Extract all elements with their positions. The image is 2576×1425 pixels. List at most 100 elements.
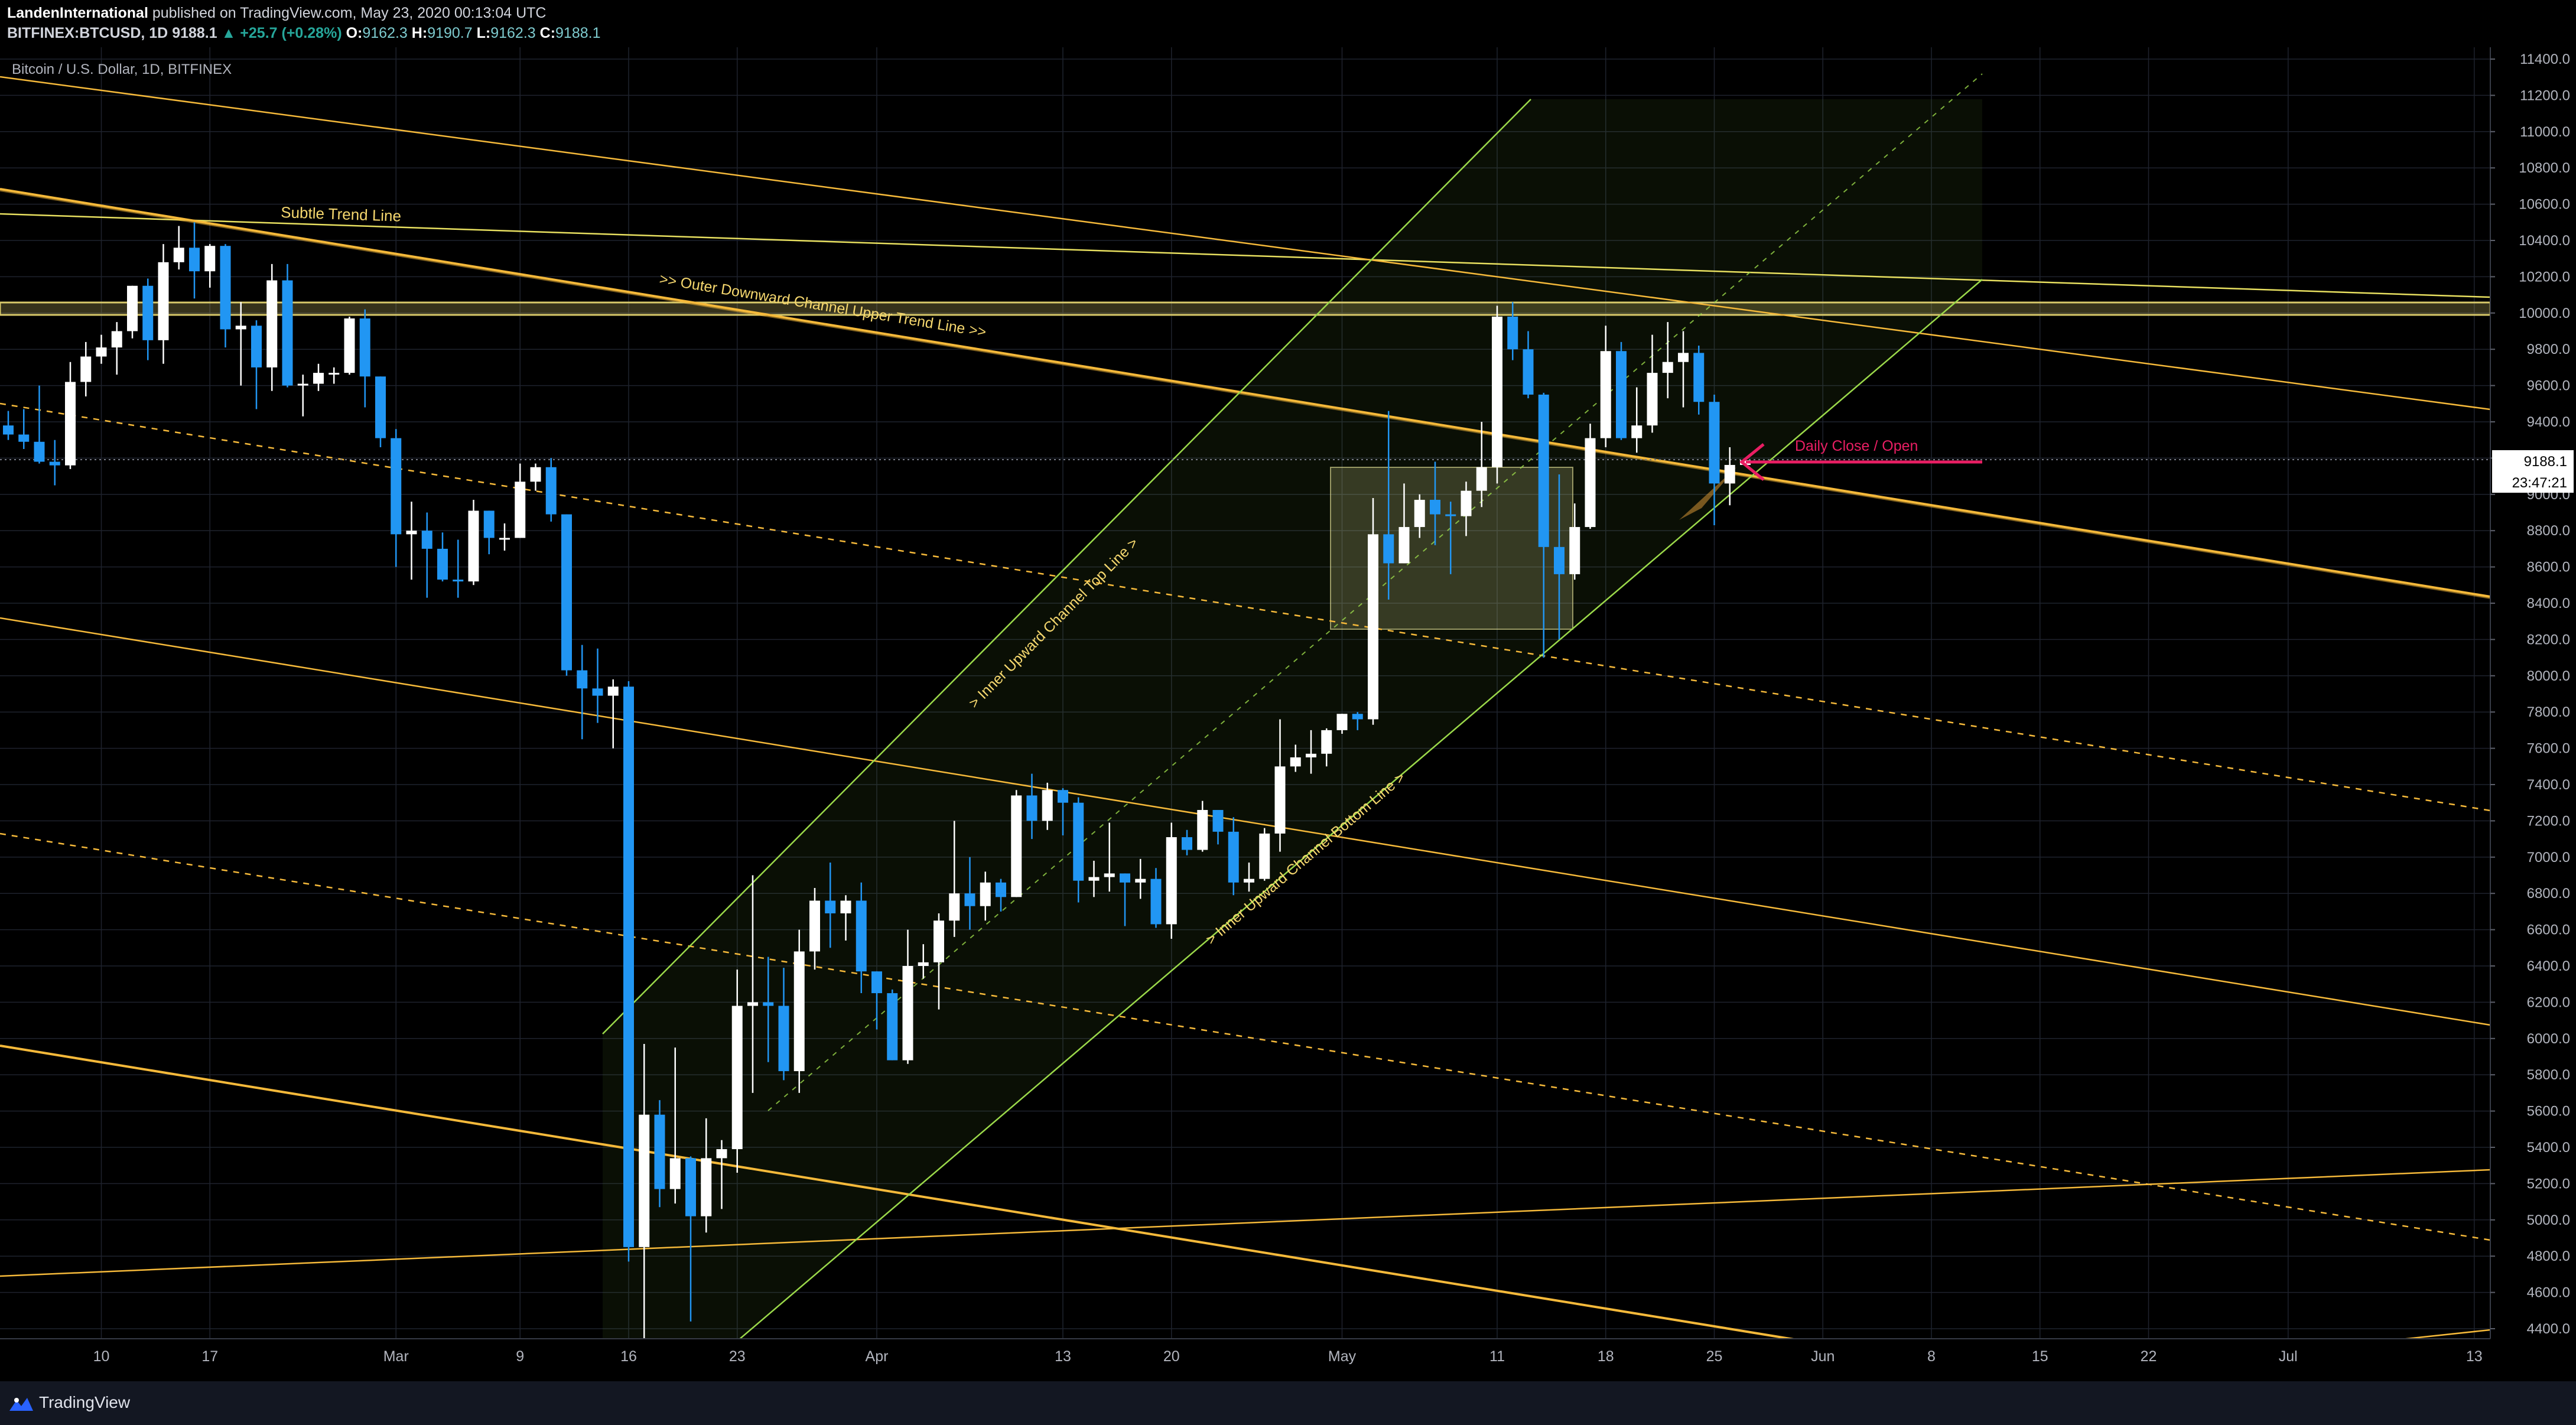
candle bbox=[1492, 305, 1502, 484]
candle-body bbox=[1197, 809, 1208, 850]
candle bbox=[173, 226, 184, 270]
time-axis[interactable]: eb1017Mar91623Apr1320May111825Jun81522Ju… bbox=[0, 1338, 2576, 1381]
price-tick-label: 5400.0 bbox=[2527, 1140, 2570, 1156]
candle bbox=[437, 532, 448, 582]
candle bbox=[1011, 790, 1022, 897]
price-tick-label: 6600.0 bbox=[2527, 922, 2570, 938]
candle bbox=[1476, 422, 1487, 507]
candle-body bbox=[65, 382, 76, 466]
candle-body bbox=[18, 434, 30, 442]
candle bbox=[1368, 497, 1378, 725]
candle-body bbox=[530, 467, 541, 482]
time-tick-label: 16 bbox=[620, 1348, 637, 1365]
candle bbox=[189, 222, 200, 299]
price-tick-label: 6800.0 bbox=[2527, 886, 2570, 902]
close-value: 9188.1 bbox=[555, 25, 601, 41]
candle bbox=[964, 857, 975, 930]
price-tick-label: 6400.0 bbox=[2527, 958, 2570, 974]
candle-body bbox=[1383, 534, 1394, 564]
candle-body bbox=[1507, 316, 1518, 350]
candle bbox=[1197, 801, 1208, 852]
price-chart[interactable]: Bitcoin / U.S. Dollar, 1D, BITFINEX Subt… bbox=[0, 47, 2576, 1381]
candle-body bbox=[1678, 353, 1689, 362]
symbol-label[interactable]: BITFINEX:BTCUSD, 1D bbox=[7, 25, 168, 41]
price-axis[interactable]: 11400.0 11200.0 11000.0 10800.0 10600.0 10400… bbox=[2490, 47, 2576, 1381]
tradingview-brand[interactable]: TradingView bbox=[39, 1393, 131, 1411]
price-tick-label: 5600.0 bbox=[2527, 1104, 2570, 1120]
candle bbox=[545, 458, 557, 522]
author-name[interactable]: LandenInternational bbox=[7, 5, 148, 21]
candle-body bbox=[1182, 837, 1192, 850]
candle-body bbox=[949, 893, 960, 921]
candle bbox=[49, 440, 60, 486]
lower-parallel-line bbox=[0, 617, 2491, 1026]
time-tick-label: 11 bbox=[1489, 1348, 1505, 1365]
candle bbox=[1554, 474, 1565, 640]
candle-body bbox=[809, 900, 820, 952]
publish-info: published on TradingView.com, May 23, 20… bbox=[152, 5, 547, 21]
candle-body bbox=[1740, 460, 1751, 465]
candle-body bbox=[778, 1006, 789, 1072]
candle-body bbox=[80, 356, 92, 382]
candle bbox=[1321, 728, 1332, 767]
candle bbox=[453, 539, 464, 598]
candle-body bbox=[1398, 527, 1410, 564]
candle-body bbox=[731, 1006, 743, 1150]
candle-body bbox=[1321, 730, 1332, 754]
candle bbox=[747, 875, 758, 1093]
candle-body bbox=[1631, 425, 1642, 438]
candle-body bbox=[328, 373, 340, 375]
candle-body bbox=[1461, 490, 1472, 516]
candle bbox=[1088, 860, 1100, 897]
time-tick-label: 13 bbox=[2466, 1348, 2483, 1365]
time-tick-label: 25 bbox=[1706, 1348, 1723, 1365]
candle bbox=[18, 409, 30, 450]
candle-body bbox=[1166, 837, 1177, 925]
candle-body bbox=[1212, 809, 1224, 832]
candle bbox=[1647, 334, 1658, 433]
candle bbox=[282, 263, 293, 388]
price-tick-label: 8400.0 bbox=[2527, 596, 2570, 611]
candle-body bbox=[1058, 790, 1068, 803]
candle-body bbox=[577, 670, 588, 689]
annotation-subtle-trend: Subtle Trend Line bbox=[281, 203, 402, 225]
price-tick-label: 9800.0 bbox=[2527, 341, 2570, 357]
candle bbox=[731, 969, 743, 1173]
candle bbox=[65, 362, 76, 469]
candle bbox=[142, 278, 154, 360]
low-label: L: bbox=[476, 25, 491, 41]
inner-channel-top-line bbox=[602, 99, 1531, 1034]
candle-body bbox=[1336, 714, 1348, 730]
candle-body bbox=[421, 531, 432, 549]
candle-body bbox=[34, 441, 45, 462]
candle-body bbox=[825, 900, 836, 913]
price-tick-label: 10600.0 bbox=[2519, 197, 2570, 213]
candle-body bbox=[545, 467, 557, 515]
price-tick-label: 5200.0 bbox=[2527, 1176, 2570, 1192]
candle bbox=[220, 244, 231, 348]
candle-body bbox=[1104, 873, 1115, 877]
candle bbox=[716, 1140, 727, 1209]
price-tick-label: 7200.0 bbox=[2527, 813, 2570, 829]
candle-body bbox=[282, 280, 293, 386]
candle bbox=[918, 944, 929, 979]
candle bbox=[1150, 868, 1162, 928]
candle bbox=[111, 322, 122, 375]
price-tick-label: 4600.0 bbox=[2527, 1285, 2570, 1301]
candle-body bbox=[1135, 879, 1146, 883]
candle bbox=[421, 512, 432, 598]
candle bbox=[1600, 326, 1611, 447]
candle bbox=[158, 244, 169, 364]
candle bbox=[701, 1118, 712, 1233]
candle bbox=[483, 510, 495, 555]
candle-body bbox=[1662, 362, 1673, 373]
candle bbox=[313, 363, 324, 391]
candle-body bbox=[1445, 514, 1456, 516]
candle-body bbox=[1026, 795, 1037, 821]
open-label: O: bbox=[346, 25, 363, 41]
candle-body bbox=[266, 280, 278, 367]
chart-title: Bitcoin / U.S. Dollar, 1D, BITFINEX bbox=[12, 61, 232, 77]
price-tick-label: 8200.0 bbox=[2527, 632, 2570, 648]
time-tick-label: 15 bbox=[2032, 1348, 2048, 1365]
rising-support-line bbox=[0, 1169, 2491, 1277]
